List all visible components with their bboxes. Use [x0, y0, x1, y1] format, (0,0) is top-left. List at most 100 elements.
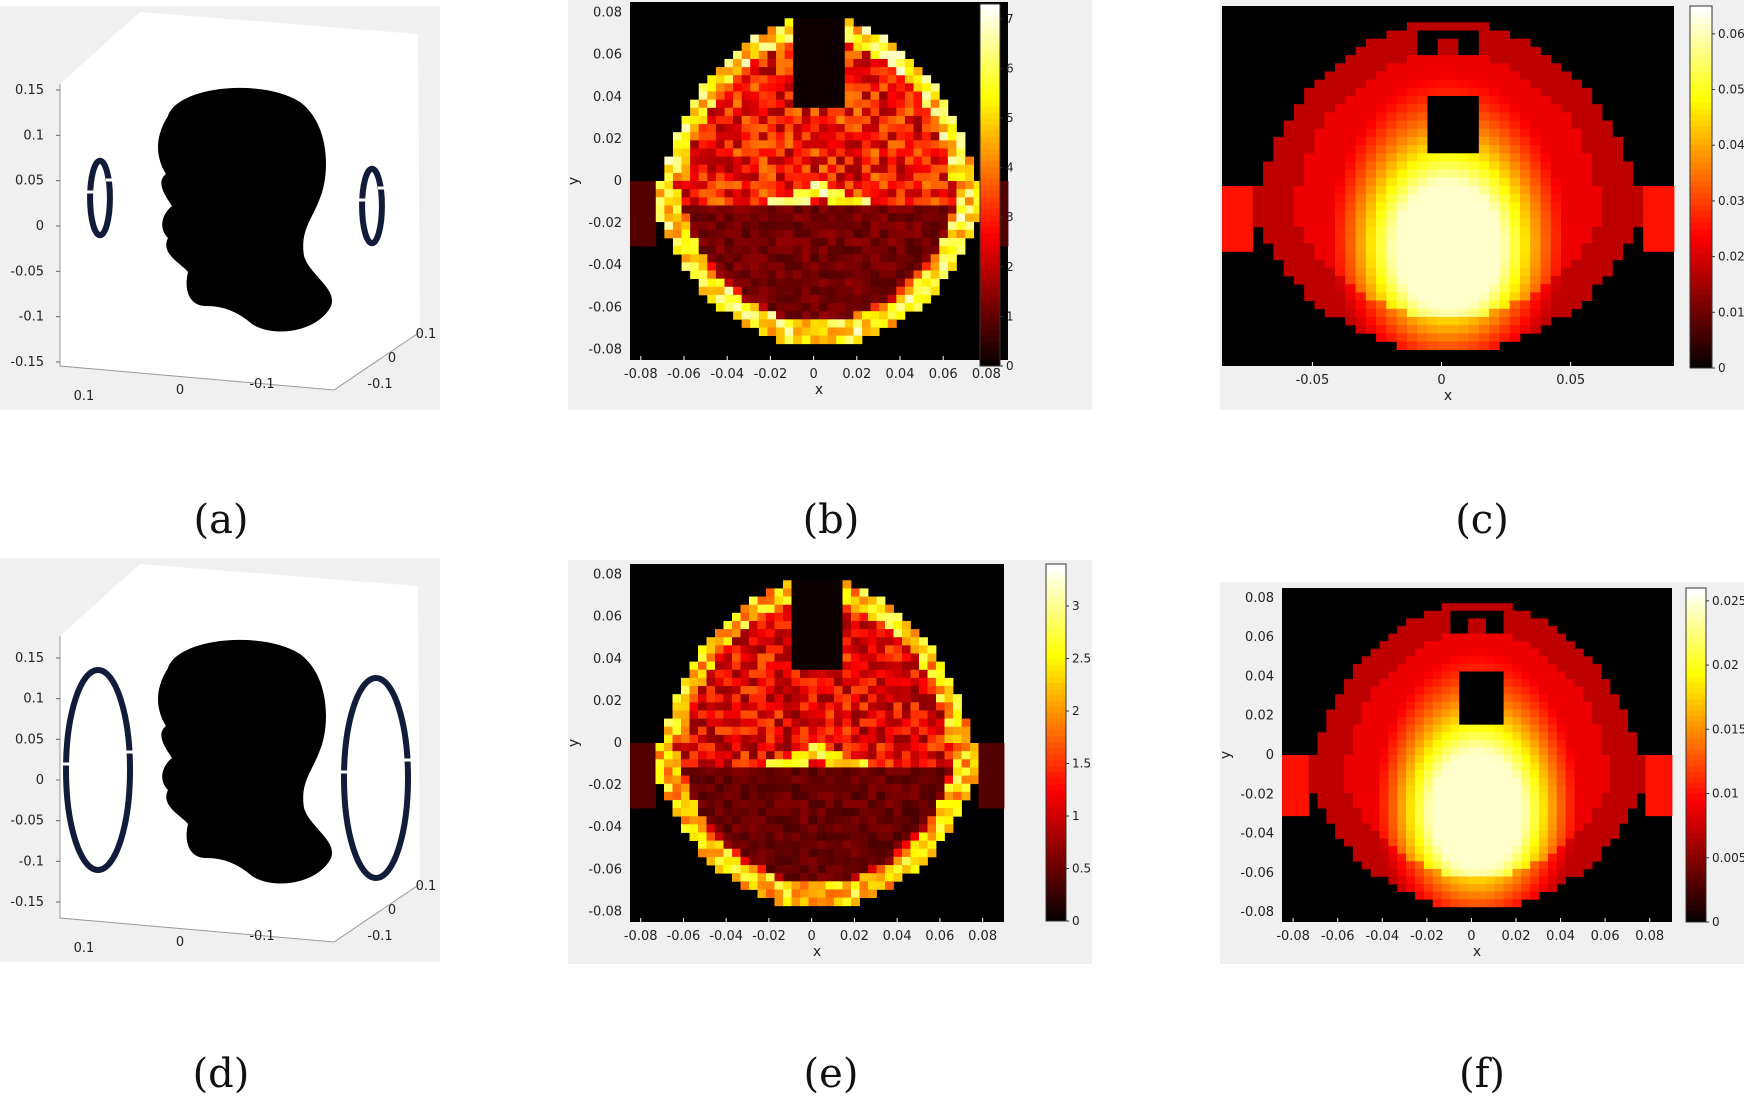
heatmap-cell — [793, 18, 803, 27]
heatmap-cell — [825, 775, 835, 785]
plot-area — [630, 2, 1009, 360]
panel-b-heatmap: -0.08 -0.06 -0.04 -0.02 0 0.02 0.04 0.06 0.08 0.0… — [568, 0, 1092, 410]
heatmap-cell — [723, 808, 733, 817]
colorbar-swatch — [1690, 283, 1712, 291]
heatmap-cell — [1478, 202, 1490, 211]
heatmap-cell — [1417, 259, 1428, 269]
heatmap-cell — [922, 115, 932, 125]
heatmap-cell — [1365, 202, 1377, 211]
heatmap-cell — [859, 840, 869, 850]
heatmap-cell — [715, 286, 725, 296]
heatmap-cell — [1663, 210, 1675, 220]
heatmap-cell — [1376, 169, 1387, 179]
heatmap-cell — [1335, 251, 1346, 261]
heatmap-cell — [876, 775, 886, 785]
heatmap-cell — [834, 799, 843, 809]
heatmap-cell — [1397, 671, 1407, 680]
heatmap-cell — [1406, 648, 1416, 657]
heatmap-cell — [1396, 243, 1408, 252]
heatmap-cell — [1335, 226, 1346, 236]
heatmap-cell — [1468, 22, 1480, 31]
heatmap-cell — [1459, 603, 1469, 612]
heatmap-cell — [1468, 177, 1480, 187]
heatmap-cell — [896, 172, 906, 182]
y-tick-label: 0.04 — [593, 90, 622, 105]
heatmap-cell — [1388, 800, 1398, 809]
heatmap-cell — [1396, 55, 1408, 64]
heatmap-cell — [1509, 120, 1521, 130]
heatmap-cell — [1437, 161, 1449, 171]
heatmap-cell — [732, 718, 741, 728]
heatmap-cell — [1448, 38, 1459, 48]
colorbar-swatch — [1690, 144, 1712, 152]
heatmap-cell — [844, 107, 854, 117]
heatmap-cell — [936, 694, 945, 703]
heatmap-cell — [851, 637, 860, 646]
heatmap-cell — [1448, 226, 1459, 236]
heatmap-cell — [1521, 762, 1531, 771]
heatmap-cell — [808, 612, 818, 622]
heatmap-cell — [1388, 694, 1398, 703]
heatmap-cell — [1314, 79, 1326, 89]
heatmap-cell — [776, 156, 786, 166]
heatmap-cell — [944, 791, 954, 801]
heatmap-cell — [819, 335, 828, 345]
heatmap-cell — [1539, 770, 1549, 779]
heatmap-cell — [1459, 732, 1469, 741]
heatmap-cell — [944, 710, 954, 719]
heatmap-cell — [834, 881, 843, 890]
heatmap-cell — [965, 197, 975, 206]
heatmap-cell — [1521, 663, 1531, 672]
heatmap-cell — [1423, 815, 1434, 824]
heatmap-cell — [1468, 333, 1480, 342]
heatmap-cell — [689, 824, 699, 833]
heatmap-cell — [681, 181, 691, 190]
heatmap-cell — [1450, 709, 1460, 718]
heatmap-cell — [1388, 846, 1398, 855]
heatmap-cell — [844, 91, 854, 101]
heatmap-cell — [973, 197, 983, 206]
heatmap-cell — [902, 791, 911, 801]
heatmap-cell — [902, 637, 911, 646]
heatmap-cell — [1574, 823, 1584, 832]
heatmap-cell — [1324, 202, 1336, 211]
heatmap-cell — [834, 775, 843, 785]
heatmap-cell — [1489, 46, 1500, 56]
heatmap-cell — [740, 629, 750, 638]
heatmap-cell — [939, 229, 949, 239]
heatmap-cell — [819, 327, 828, 336]
heatmap-cell — [870, 107, 880, 117]
heatmap-cell — [1414, 846, 1425, 855]
heatmap-cell — [876, 710, 886, 719]
heatmap-cell — [707, 294, 717, 304]
heatmap-cell — [793, 99, 803, 109]
heatmap-cell — [672, 246, 682, 255]
heatmap-cell — [723, 751, 733, 760]
heatmap-cell — [1478, 38, 1490, 48]
heatmap-cell — [733, 91, 743, 101]
heatmap-cell — [1550, 104, 1562, 113]
y-tick-label: 0.08 — [593, 568, 622, 583]
heatmap-cell — [758, 124, 768, 133]
heatmap-cell — [1547, 656, 1558, 665]
heatmap-cell — [1317, 785, 1327, 794]
heatmap-cell — [1396, 194, 1408, 203]
heatmap-cell — [1414, 732, 1425, 741]
heatmap-cell — [1406, 747, 1416, 756]
heatmap-cell — [868, 743, 877, 752]
heatmap-cell — [1370, 739, 1380, 748]
heatmap-cell — [689, 686, 699, 695]
heatmap-cell — [1414, 701, 1425, 710]
heatmap-cell — [887, 294, 897, 304]
heatmap-cell — [827, 213, 837, 223]
heatmap-cell — [774, 897, 784, 907]
heatmap-cell — [1458, 38, 1469, 48]
heatmap-cell — [879, 303, 889, 312]
heatmap-cell — [793, 83, 803, 92]
heatmap-cell — [715, 99, 725, 109]
heatmap-cell — [1437, 333, 1449, 342]
heatmap-cell — [1361, 800, 1372, 809]
heatmap-cell — [1485, 823, 1496, 832]
heatmap-cell — [1485, 762, 1496, 771]
heatmap-cell — [732, 645, 741, 654]
